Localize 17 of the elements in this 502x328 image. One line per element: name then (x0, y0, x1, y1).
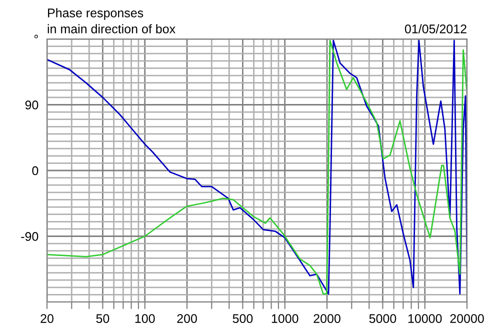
x-tick-label: 200 (177, 314, 197, 323)
chart-title: Phase responses (48, 8, 144, 20)
x-tick-label: 20 (40, 314, 54, 323)
y-tick-label: ° (34, 34, 38, 38)
x-tick-label: 500 (232, 314, 253, 323)
x-tick-label: 20000 (450, 314, 484, 323)
x-tick-label: 100 (135, 314, 155, 323)
text: 01/05/2012 (404, 24, 466, 34)
x-tick-label: 1000 (272, 314, 298, 323)
x-tick-label: 50 (96, 314, 110, 323)
y-tick-label: -90 (21, 232, 38, 241)
y-tick-label: 90 (25, 100, 38, 110)
x-tick-label: 2000 (314, 314, 340, 323)
chart-subtitle: in main direction of box (48, 24, 176, 34)
x-tick-label: 5000 (369, 314, 396, 323)
x-tick-label: 10000 (408, 314, 442, 323)
y-tick-label: 0 (32, 166, 38, 176)
